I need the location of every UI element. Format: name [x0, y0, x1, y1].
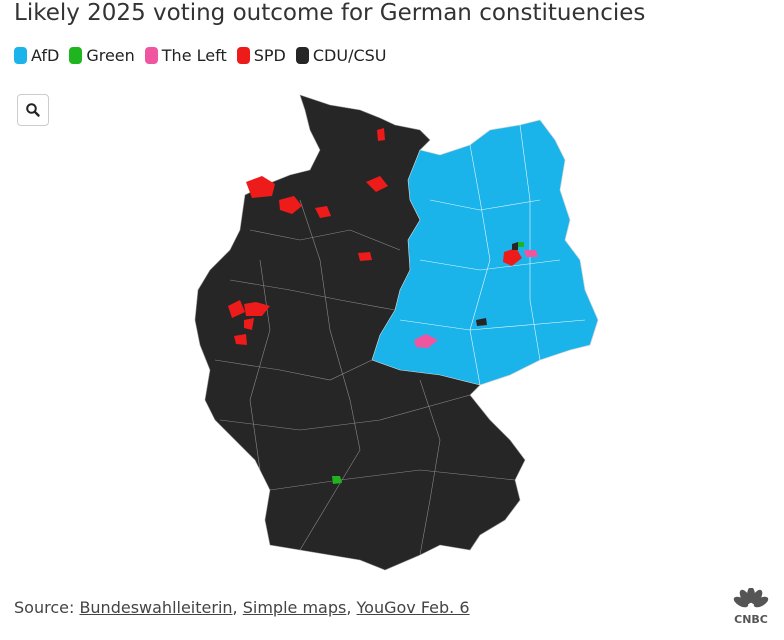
legend-item: CDU/CSU — [295, 46, 387, 65]
separator: , — [346, 598, 352, 617]
district — [358, 252, 372, 261]
legend-swatch — [14, 47, 27, 64]
legend-swatch — [69, 47, 83, 64]
district — [377, 128, 385, 141]
logo-text: CNBC — [734, 613, 768, 626]
green-district — [332, 476, 342, 484]
source-label: Source: — [14, 598, 75, 617]
legend-label: The Left — [161, 46, 227, 65]
legend-item: AfD — [14, 46, 59, 65]
district — [503, 248, 522, 266]
legend-swatch — [144, 47, 158, 64]
district — [366, 176, 388, 192]
district — [315, 206, 331, 218]
separator: , — [232, 598, 238, 617]
district — [228, 300, 245, 318]
cdu-district — [512, 242, 518, 250]
source-link[interactable]: YouGov Feb. 6 — [356, 598, 470, 617]
district — [244, 318, 254, 330]
search-icon — [26, 103, 40, 117]
source: Source: Bundeswahlleiterin, Simple maps,… — [14, 598, 470, 617]
afd-region — [371, 119, 599, 386]
district — [244, 302, 270, 316]
district — [279, 196, 302, 214]
left-district — [414, 334, 438, 348]
legend-label: Green — [86, 46, 135, 65]
source-link[interactable]: Bundeswahlleiterin — [79, 598, 233, 617]
legend-swatch — [295, 47, 309, 64]
district — [234, 334, 247, 345]
title: Likely 2025 voting outcome for German co… — [14, 0, 646, 26]
spd-districts — [228, 128, 522, 345]
cdu-district — [476, 318, 487, 326]
legend-label: CDU/CSU — [312, 46, 387, 65]
legend-label: SPD — [253, 46, 286, 65]
district — [246, 176, 275, 198]
legend-item: SPD — [236, 46, 286, 65]
legend-item: Green — [69, 46, 135, 65]
logo: CNBC — [728, 587, 774, 626]
legend: AfD Green The Left SPD CDU/CSU — [14, 46, 387, 65]
left-district — [524, 250, 538, 257]
green-district — [518, 242, 524, 247]
legend-item: The Left — [144, 46, 227, 65]
source-link[interactable]: Simple maps — [242, 598, 347, 617]
legend-swatch — [236, 47, 250, 64]
constituency-lines — [214, 124, 586, 556]
legend-label: AfD — [31, 46, 60, 65]
peacock-icon — [733, 587, 769, 608]
germany-map — [194, 94, 599, 571]
zoom-button[interactable] — [17, 94, 49, 126]
